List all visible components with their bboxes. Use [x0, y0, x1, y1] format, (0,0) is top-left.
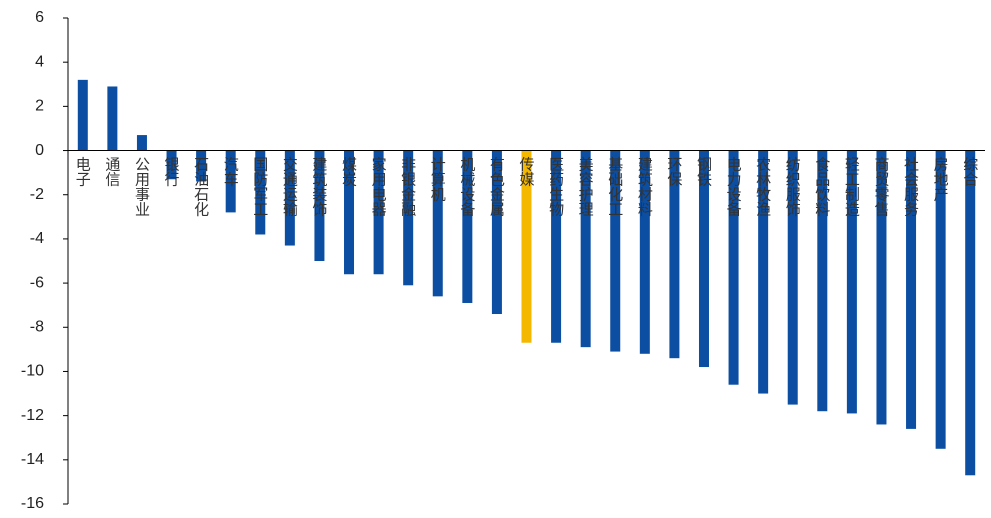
bar	[610, 150, 621, 352]
bar	[77, 79, 88, 151]
bar	[284, 150, 295, 246]
bar	[196, 150, 207, 182]
x-tick-label: 基础化工	[606, 157, 624, 217]
y-tick-label: -10	[21, 363, 44, 380]
y-tick-label: -8	[30, 318, 44, 335]
x-tick-label: 房地产	[932, 157, 950, 202]
bar	[432, 150, 443, 297]
x-tick-label: 煤炭	[340, 157, 358, 187]
x-tick-label: 医药生物	[547, 157, 565, 218]
bar	[669, 150, 680, 359]
x-tick-label: 计算机	[429, 157, 447, 203]
x-tick-label: 家用电器	[370, 157, 388, 217]
x-tick-label: 交通运输	[281, 156, 299, 217]
bar	[728, 150, 739, 385]
y-tick-label: -14	[21, 451, 44, 468]
x-tick-label: 通信	[103, 157, 121, 187]
bar	[373, 150, 384, 275]
x-tick-label: 环保	[665, 157, 683, 187]
bar	[462, 150, 473, 303]
bar	[136, 135, 147, 151]
bar	[965, 150, 976, 476]
bar	[846, 150, 857, 414]
x-tick-label: 社会服务	[902, 157, 920, 218]
bar	[876, 150, 887, 425]
bar	[255, 150, 266, 235]
x-tick-label: 机械设备	[458, 157, 476, 217]
x-tick-label: 建筑材料	[636, 157, 654, 217]
bar	[580, 150, 591, 348]
bar	[403, 150, 414, 286]
y-tick-label: 4	[35, 53, 44, 70]
y-tick-label: 0	[35, 142, 44, 159]
bar	[551, 150, 562, 343]
y-tick-label: -2	[30, 186, 44, 203]
bar	[787, 150, 798, 405]
x-tick-label: 电子	[74, 157, 92, 187]
bar	[314, 150, 325, 261]
bar	[935, 150, 946, 449]
x-tick-label: 汽车	[222, 157, 240, 187]
x-tick-label: 电力设备	[725, 157, 743, 217]
bar	[344, 150, 355, 275]
x-tick-label: 传媒	[518, 157, 536, 187]
x-tick-label: 非银金融	[399, 157, 417, 217]
bar	[817, 150, 828, 412]
y-tick-label: 6	[35, 9, 44, 26]
x-tick-label: 食品饮料	[813, 157, 831, 217]
x-tick-label: 农林牧渔	[754, 157, 772, 217]
bar	[225, 150, 236, 213]
bar	[906, 150, 917, 429]
x-tick-label: 银行	[163, 157, 181, 188]
x-tick-label: 有色金属	[488, 157, 506, 217]
x-tick-label: 建筑装饰	[310, 157, 328, 217]
x-tick-label: 公用事业	[133, 157, 151, 217]
y-tick-label: -16	[21, 495, 44, 512]
x-tick-label: 纺织服饰	[784, 157, 802, 217]
bar	[491, 150, 502, 315]
bar	[639, 150, 650, 354]
x-tick-label: 商贸零售	[872, 157, 890, 217]
x-tick-label: 石油石化	[192, 157, 210, 217]
bar	[521, 150, 532, 343]
bar	[166, 150, 177, 180]
bar	[758, 150, 769, 394]
x-tick-label: 综合	[961, 157, 979, 187]
bar	[698, 150, 709, 368]
y-tick-label: 2	[35, 98, 44, 115]
y-tick-label: -4	[30, 230, 44, 247]
x-tick-label: 国防军工	[251, 157, 269, 217]
x-tick-label: 美容护理	[577, 157, 595, 217]
y-tick-label: -12	[21, 407, 44, 424]
x-tick-label: 轻工制造	[843, 157, 861, 218]
bar	[107, 86, 118, 151]
y-tick-label: -6	[30, 274, 44, 291]
x-tick-label: 钢铁	[695, 157, 713, 187]
